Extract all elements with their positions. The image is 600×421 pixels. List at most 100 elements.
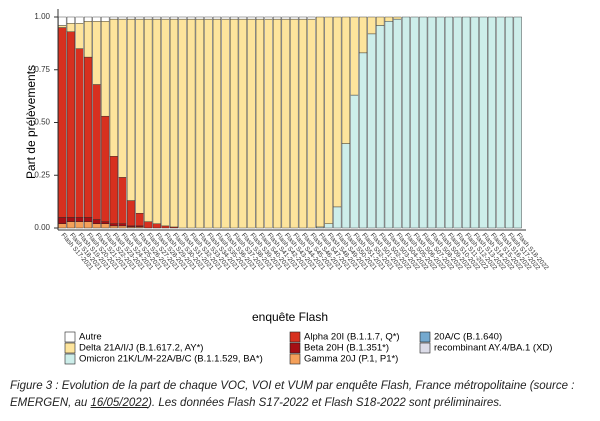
bar-segment — [238, 16, 247, 20]
bar-segment — [427, 16, 436, 229]
caption-text: Figure 3 : Evolution de la part de chaqu… — [10, 380, 575, 409]
bar-segment — [376, 16, 385, 26]
bar-segment — [273, 18, 282, 229]
bar-segment — [462, 16, 471, 229]
bar-segment — [66, 221, 75, 229]
bar-segment — [58, 217, 67, 224]
bar-segment — [92, 84, 101, 220]
bar-segment — [393, 16, 402, 20]
bar-segment — [144, 18, 153, 222]
bar-segment — [75, 217, 84, 222]
bar-segment — [281, 16, 290, 20]
bar-segment — [513, 16, 522, 229]
bar-segment — [324, 16, 333, 224]
bar-segment — [333, 16, 342, 208]
bar-segment — [92, 16, 101, 22]
bar-segment — [264, 18, 273, 229]
bar-segment — [341, 16, 350, 144]
bar-segment — [178, 18, 187, 229]
bar-segment — [92, 219, 101, 224]
y-tick-label: 1.00 — [34, 12, 50, 21]
bar-segment — [101, 221, 110, 224]
bar-segment — [298, 16, 307, 20]
bar-segment — [187, 16, 196, 20]
bar-segment — [281, 18, 290, 229]
bar-segment — [75, 221, 84, 229]
bar-segment — [118, 225, 127, 229]
bar-segment — [230, 18, 239, 229]
bar-segment — [470, 16, 479, 229]
bar-segment — [144, 16, 153, 20]
bar-segment — [118, 177, 127, 224]
bar-segment — [92, 21, 101, 85]
bar-segment — [101, 21, 110, 117]
bar-segment — [255, 16, 264, 20]
legend-label: 20A/C (B.1.640) — [434, 332, 502, 343]
bar-segment — [101, 223, 110, 229]
bar-segment — [161, 16, 170, 20]
bar-segment — [187, 18, 196, 229]
bar-segment — [358, 52, 368, 229]
legend-swatch — [419, 331, 431, 343]
bar-segment — [109, 225, 118, 229]
bar-segment — [367, 33, 376, 229]
bar-segment — [273, 16, 282, 20]
bar-segment — [169, 16, 179, 20]
bar-segment — [384, 21, 393, 229]
bar-segment — [204, 16, 213, 20]
bar-segment — [419, 16, 428, 229]
bar-segment — [126, 200, 136, 227]
bar-segment — [221, 18, 230, 229]
bar-segment — [75, 48, 84, 218]
bar-segment — [324, 223, 333, 229]
y-tick-label: 0.75 — [34, 65, 50, 74]
bar-segment — [109, 156, 118, 224]
bar-segment — [376, 25, 385, 229]
bar-segment — [109, 223, 118, 227]
bar-segment — [290, 18, 299, 229]
bar-segment — [66, 31, 75, 218]
bar-segment — [178, 16, 187, 20]
legend-swatch — [419, 342, 431, 354]
legend-label: Delta 21A/I/J (B.1.617.2, AY*) — [79, 343, 203, 354]
bar-segment — [247, 16, 256, 20]
bar-segment — [118, 18, 127, 178]
bar-segment — [109, 16, 118, 20]
bar-segment — [152, 223, 161, 229]
bar-segment — [384, 16, 393, 22]
legend-swatch — [289, 353, 301, 365]
bar-segment — [255, 18, 264, 229]
caption: Figure 3 : Evolution de la part de chaqu… — [10, 378, 595, 412]
bar-segment — [393, 18, 402, 229]
bar-segment — [367, 16, 376, 35]
legend-label: Alpha 20I (B.1.1.7, Q*) — [304, 332, 400, 343]
bar-segment — [307, 16, 316, 20]
bar-segment — [126, 16, 136, 20]
bar-segment — [66, 23, 75, 32]
bar-segment — [84, 16, 93, 22]
bar-segment — [453, 16, 462, 229]
bar-segment — [316, 16, 325, 228]
bar-segment — [238, 18, 247, 229]
bar-segment — [487, 16, 496, 229]
legend-label: Autre — [79, 332, 102, 343]
bar-segment — [195, 16, 204, 20]
bar-segment — [58, 25, 67, 28]
bar-segment — [341, 143, 350, 229]
bar-segment — [75, 23, 84, 49]
bar-segment — [152, 18, 161, 224]
bar-segment — [212, 16, 222, 20]
bar-segment — [109, 18, 118, 157]
legend-label: Omicron 21K/L/M-22A/B/C (B.1.1.529, BA*) — [79, 354, 263, 365]
caption-text: ). Les données Flash S17-2022 et Flash S… — [148, 397, 503, 409]
bar-segment — [84, 221, 93, 229]
x-axis-label: enquête Flash — [252, 310, 328, 324]
bar-segment — [230, 16, 239, 20]
bar-segment — [401, 16, 411, 229]
bar-segment — [144, 221, 153, 229]
bar-segment — [84, 217, 93, 222]
legend-label: recombinant AY.4/BA.1 (XD) — [434, 343, 552, 354]
bar-segment — [307, 18, 316, 229]
bar-segment — [350, 16, 359, 96]
